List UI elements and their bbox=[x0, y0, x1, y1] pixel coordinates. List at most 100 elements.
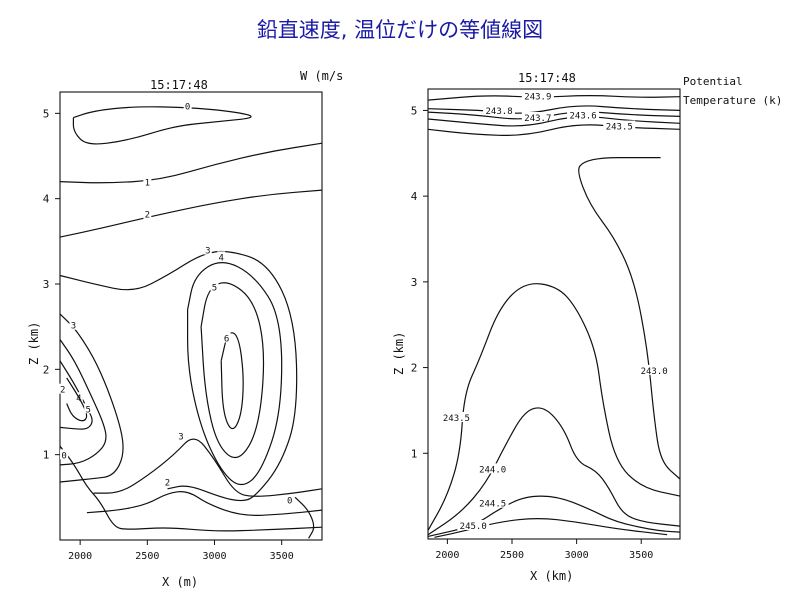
contour-label: 243.9 bbox=[524, 93, 551, 103]
variable-label: W (m/s bbox=[300, 69, 343, 83]
contour-label-bg bbox=[603, 120, 636, 131]
contour-label-bg bbox=[203, 244, 212, 255]
timestamp-label: 15:17:48 bbox=[518, 71, 576, 85]
contour-line bbox=[220, 332, 244, 430]
contour-line bbox=[59, 445, 323, 532]
contour-label: 243.5 bbox=[606, 123, 633, 133]
contour-line bbox=[59, 142, 323, 184]
contour-label-bg bbox=[521, 112, 554, 122]
contour-label: 0 bbox=[61, 451, 66, 461]
contour-label-bg bbox=[217, 251, 226, 262]
contour-label-bg bbox=[440, 412, 473, 422]
contour-label: 4 bbox=[219, 253, 224, 263]
x-tick-label: 3000 bbox=[565, 550, 589, 561]
contour-label: 6 bbox=[224, 334, 229, 344]
contour-label: 2 bbox=[145, 211, 150, 221]
contour-label-bg bbox=[483, 105, 516, 116]
contour-label-bg bbox=[69, 319, 78, 330]
contour-label: 3 bbox=[178, 433, 183, 443]
contour-label: 5 bbox=[86, 405, 91, 415]
contour-label-bg bbox=[176, 430, 185, 441]
contour-label: 243.5 bbox=[443, 414, 470, 424]
contour-label: 243.8 bbox=[486, 107, 513, 117]
contour-label: 5 bbox=[212, 283, 217, 293]
contour-label: 243.7 bbox=[524, 114, 551, 124]
contour-line bbox=[434, 518, 668, 538]
potential-temperature-chart: 15:17:48 Potential Temperature (k) X (km… bbox=[392, 71, 782, 583]
contour-line bbox=[86, 491, 323, 516]
contour-line bbox=[59, 250, 298, 502]
contour-line bbox=[427, 124, 681, 136]
contour-label-bg bbox=[638, 364, 671, 375]
contour-label-bg bbox=[60, 449, 69, 460]
y-tick-label: 2 bbox=[411, 362, 418, 375]
contour-line bbox=[59, 360, 93, 430]
contour-label: 0 bbox=[185, 102, 190, 112]
contour-line bbox=[427, 283, 681, 531]
contour-label-bg bbox=[457, 520, 490, 530]
y-tick-label: 3 bbox=[43, 278, 50, 291]
contour-label-bg bbox=[143, 208, 152, 219]
contour-label: 3 bbox=[205, 247, 210, 257]
x-tick-label: 2000 bbox=[435, 550, 459, 561]
plot-frame bbox=[59, 91, 323, 541]
y-tick-label: 4 bbox=[43, 193, 50, 206]
plot-frame bbox=[427, 88, 681, 540]
contour-label: 2 bbox=[165, 479, 170, 489]
y-axis-label: Z (km) bbox=[392, 332, 406, 375]
page-title: 鉛直速度, 温位だけの等値線図 bbox=[256, 18, 544, 42]
x-tick-label: 3500 bbox=[629, 550, 653, 561]
contour-lines: 243.9 243.8 243.7 243.6 243.5 243.0 243.5 244.0… bbox=[427, 90, 681, 538]
contour-line bbox=[66, 377, 88, 422]
contour-line bbox=[187, 262, 283, 486]
vertical-velocity-chart: 15:17:48 W (m/s X (m) Z (km) 2000 2500 300… bbox=[27, 69, 343, 589]
contour-line bbox=[72, 106, 252, 145]
contour-label: 1 bbox=[145, 178, 150, 188]
contour-label: 0 bbox=[287, 497, 292, 507]
contour-label-bg bbox=[476, 463, 509, 474]
x-tick-label: 2500 bbox=[135, 551, 159, 562]
x-tick-label: 2500 bbox=[500, 550, 524, 561]
contour-label-bg bbox=[183, 100, 192, 111]
contour-label-bg bbox=[163, 476, 172, 487]
contour-label: 245.0 bbox=[460, 522, 487, 532]
contour-label-bg bbox=[222, 332, 231, 343]
contour-line bbox=[93, 438, 323, 497]
contour-line bbox=[578, 156, 681, 480]
y-tick-label: 1 bbox=[411, 447, 418, 460]
contour-label-bg bbox=[210, 281, 219, 292]
contour-label-bg bbox=[285, 494, 294, 505]
contour-label-bg bbox=[143, 176, 152, 187]
contour-label-bg bbox=[58, 383, 67, 394]
contour-line bbox=[427, 105, 681, 114]
contour-line bbox=[294, 496, 315, 539]
contour-label: 3 bbox=[71, 322, 76, 332]
x-axis-label: X (km) bbox=[530, 569, 573, 583]
y-tick-label: 1 bbox=[43, 449, 50, 462]
x-tick-label: 3500 bbox=[270, 551, 294, 562]
variable-label-line-2: Temperature (k) bbox=[683, 94, 782, 107]
contour-label: 244.0 bbox=[479, 465, 506, 475]
x-tick-label: 2000 bbox=[68, 551, 92, 562]
y-tick-label: 5 bbox=[43, 107, 50, 120]
contour-label: 244.5 bbox=[479, 500, 506, 510]
contour-label-bg bbox=[84, 403, 93, 414]
contour-label: 4 bbox=[76, 394, 81, 404]
contour-line bbox=[427, 407, 681, 536]
contour-label-bg bbox=[567, 109, 600, 120]
contour-label-bg bbox=[521, 90, 554, 101]
contour-label: 243.6 bbox=[570, 111, 597, 121]
contour-line bbox=[59, 339, 107, 466]
contour-label: 243.0 bbox=[641, 367, 668, 377]
y-axis-label: Z (km) bbox=[27, 322, 41, 365]
y-tick-label: 5 bbox=[411, 104, 418, 117]
x-axis-label: X (m) bbox=[162, 575, 198, 589]
y-tick-label: 2 bbox=[43, 363, 50, 376]
contour-line bbox=[427, 116, 681, 127]
variable-label-line-1: Potential bbox=[683, 75, 743, 88]
contour-line bbox=[59, 189, 323, 238]
